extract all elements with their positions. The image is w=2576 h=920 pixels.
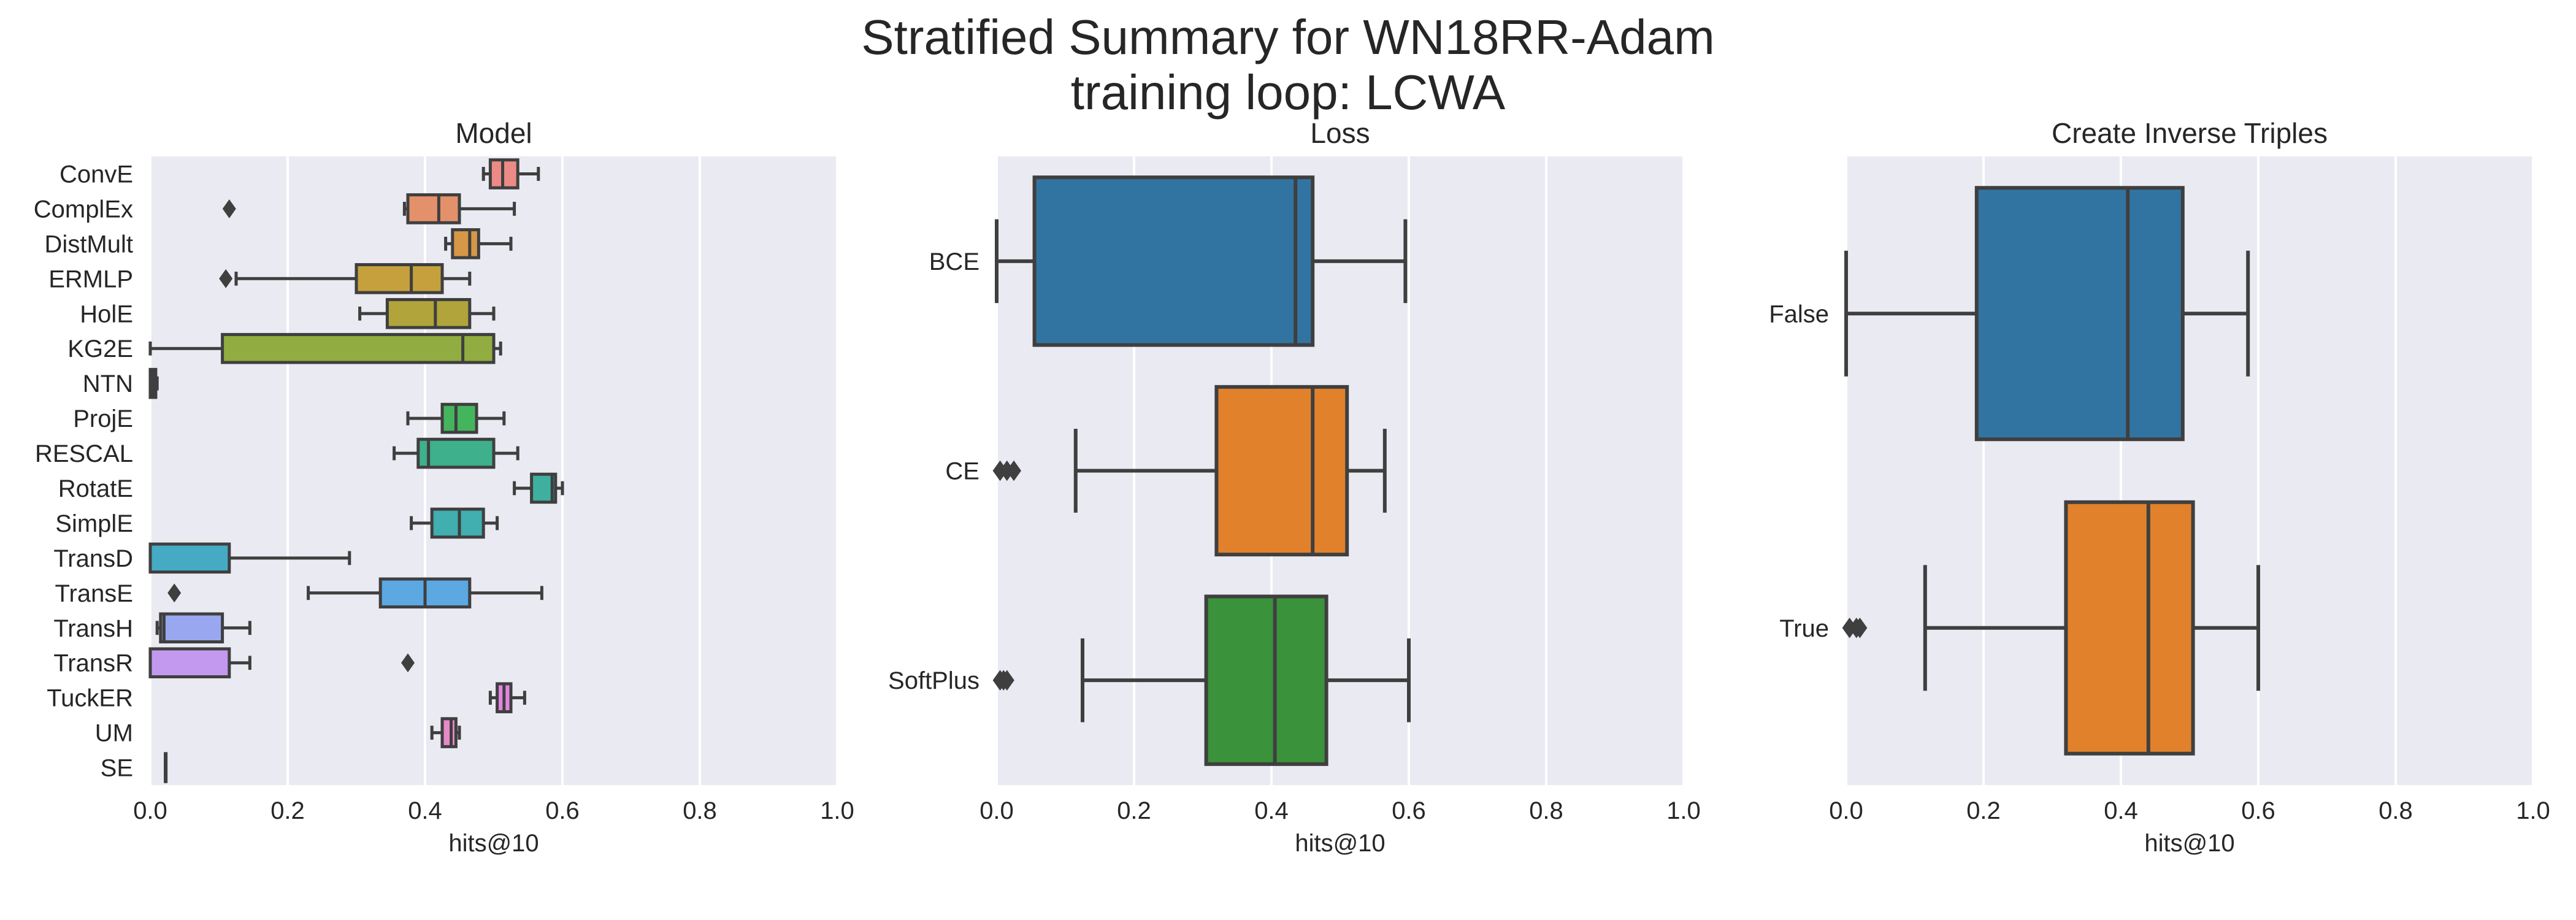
category-label: NTN [83,370,133,397]
box-KG2E [221,332,496,364]
category-label: HolE [80,301,133,328]
panel-1: 0.0 0.2 0.4 0.6 0.8 1.0 Loss hits@10 BCE CE SoftPl… [888,117,1701,857]
category-label: RotatE [58,475,133,502]
category-label: CE [945,458,979,485]
x-axis-label: hits@10 [2144,830,2234,857]
x-tick-label: 1.0 [1666,797,1701,824]
x-tick-label: 1.0 [2516,797,2550,824]
box-DistMult [451,228,480,259]
box-BCE [1032,175,1315,347]
category-label: TransR [53,650,133,677]
box-TransR [148,647,231,678]
category-label: BCE [929,248,979,275]
box-ComplEx [406,193,461,224]
outlier-point [401,653,415,673]
x-tick-label: 0.8 [1529,797,1563,824]
panel-0: 0.0 0.2 0.4 0.6 0.8 1.0 Model hits@10 ConvE Compl… [34,117,854,857]
x-tick-label: 0.4 [408,797,442,824]
x-tick-label: 0.4 [2104,797,2138,824]
box-TransD [148,542,231,574]
category-label: SE [101,755,133,782]
box-CE [1214,385,1349,557]
x-tick-label: 0.2 [270,797,305,824]
outlier-point [1006,460,1021,481]
box-SimplE [430,507,485,539]
category-label: True [1779,615,1829,642]
box-UM [440,717,458,748]
category-label: ERMLP [48,266,133,293]
category-label: ConvE [59,161,133,188]
category-label: TransD [53,545,133,572]
x-tick-label: 0.6 [545,797,580,824]
category-label: RESCAL [35,440,133,467]
x-axis-label: hits@10 [448,830,539,857]
box-TransH [159,612,224,644]
x-tick-label: 0.0 [979,797,1014,824]
x-tick-label: 0.2 [1966,797,2001,824]
x-tick-label: 0.0 [133,797,167,824]
x-tick-label: 1.0 [820,797,854,824]
figure-title-line2: training loop: LCWA [1071,65,1506,120]
x-tick-label: 0.8 [683,797,717,824]
category-label: KG2E [67,335,133,362]
box-ProjE [440,402,478,434]
x-axis-label: hits@10 [1295,830,1385,857]
x-tick-label: 0.6 [2241,797,2275,824]
panel-2: 0.0 0.2 0.4 0.6 0.8 1.0 Create Inverse Triples… [1769,117,2550,857]
panel-title: Model [455,117,532,149]
box-RESCAL [416,437,496,469]
x-tick-label: 0.6 [1392,797,1426,824]
box-False [1974,186,2185,442]
outlier-point [999,670,1014,691]
outlier-point [222,199,236,218]
category-label: DistMult [45,231,133,258]
outlier-point [1852,617,1868,638]
box-HolE [385,297,472,329]
category-label: False [1769,301,1829,328]
category-label: SoftPlus [888,667,979,694]
outlier-point [167,583,182,603]
x-tick-label: 0.8 [2379,797,2413,824]
outlier-point [219,269,233,288]
category-label: ComplEx [34,196,133,223]
category-label: UM [95,720,133,747]
x-tick-label: 0.4 [1254,797,1289,824]
panel-title: Create Inverse Triples [2052,117,2328,149]
figure-title-line1: Stratified Summary for WN18RR-Adam [861,10,1714,64]
plot-area [150,156,837,785]
category-label: TuckER [47,685,133,712]
box-True [2064,500,2195,756]
category-label: TransH [53,615,133,642]
box-SoftPlus [1204,594,1328,766]
category-label: ProjE [73,405,133,432]
panel-title: Loss [1310,117,1370,149]
x-tick-label: 0.0 [1829,797,1863,824]
box-ERMLP [355,263,444,294]
x-tick-label: 0.2 [1117,797,1151,824]
category-label: SimplE [55,510,133,537]
category-label: TransE [55,580,133,607]
